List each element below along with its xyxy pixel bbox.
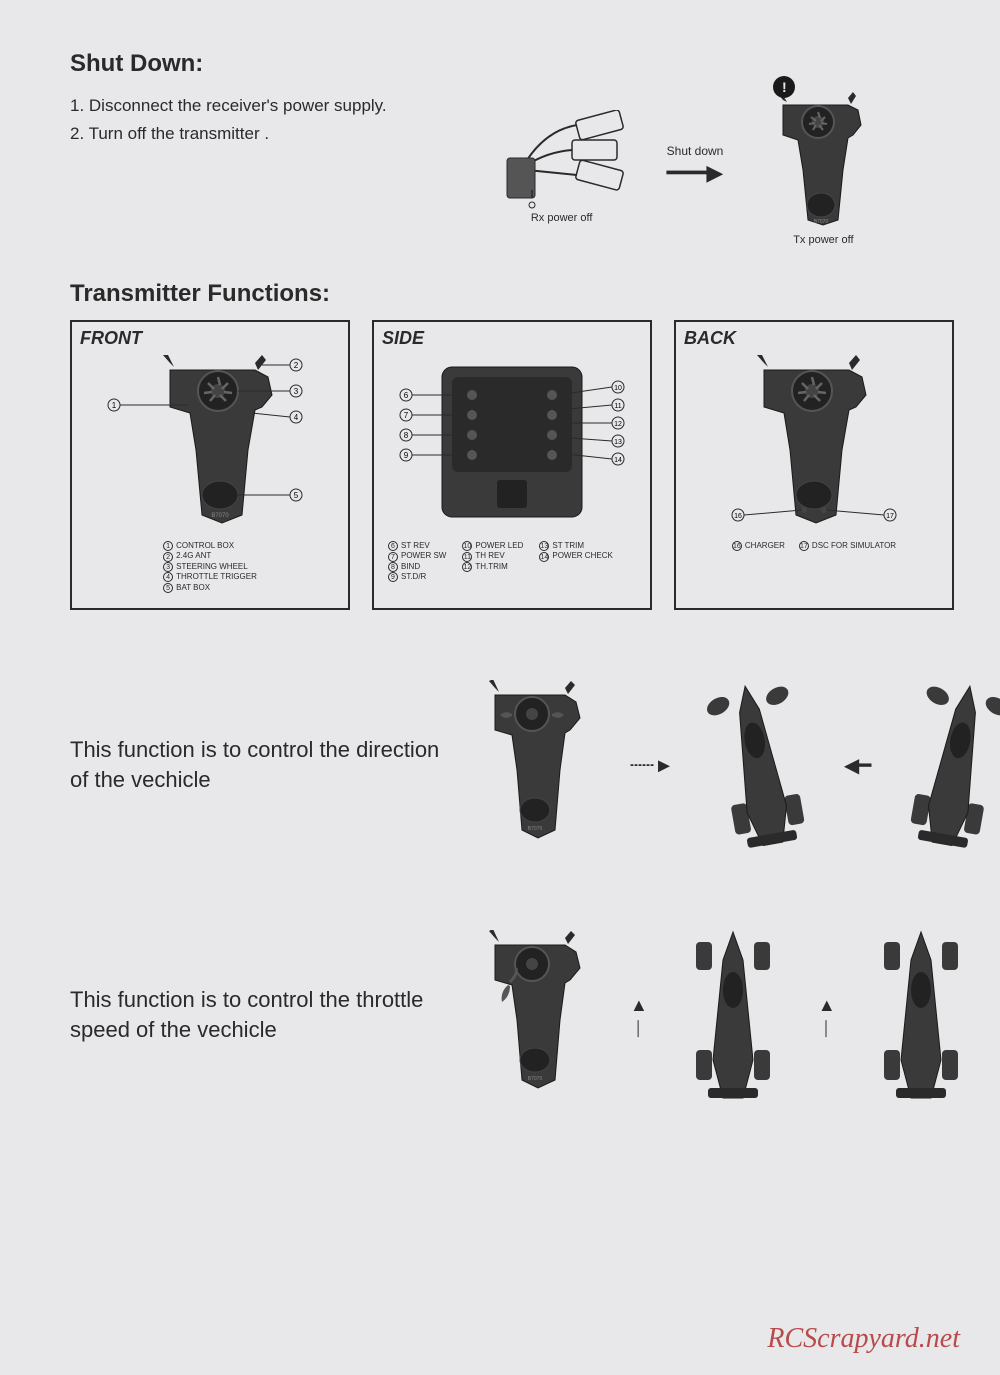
side-view-diagram: 6 7 8 9 10 11 12 13 14 (382, 355, 642, 535)
svg-text:B7070: B7070 (211, 513, 229, 519)
front-view-box: FRONT B7070 1 2 3 (70, 320, 350, 610)
legend-item: 11TH REV (462, 551, 523, 561)
svg-text:11: 11 (614, 403, 621, 410)
svg-text:9: 9 (404, 451, 409, 460)
svg-text:4: 4 (294, 413, 299, 422)
tx-power-off-label: Tx power off (753, 234, 893, 246)
shutdown-arrow-label: Shut down (667, 144, 724, 158)
arrow-up-icon: ▲ (818, 995, 836, 1016)
shutdown-steps: 1. Disconnect the receiver's power suppl… (70, 90, 450, 146)
legend-item: 6ST REV (388, 541, 446, 551)
shutdown-step-1: 1. Disconnect the receiver's power suppl… (70, 94, 450, 118)
transmitter-small-diagram: ! B7070 Tx power off (753, 90, 893, 240)
shutdown-arrow: Shut down ━━━▶ (667, 144, 724, 186)
legend-item: 17DSC FOR SIMULATOR (799, 541, 896, 551)
back-header: BACK (684, 328, 944, 349)
legend-item: 14POWER CHECK (539, 551, 612, 561)
shutdown-title: Shut Down: (70, 50, 930, 78)
car-top-left-icon (704, 670, 814, 860)
legend-item: 7POWER SW (388, 551, 446, 561)
car-top-right-icon (901, 670, 1000, 860)
legend-item: 16CHARGER (732, 541, 785, 551)
svg-text:12: 12 (614, 421, 622, 428)
svg-text:8: 8 (404, 431, 409, 440)
throttle-diagram: B7070 ▲ │ ▲ │ (470, 920, 976, 1110)
throttle-arrows-up: ▲ │ (630, 995, 648, 1036)
legend-item: 5BAT BOX (163, 583, 257, 593)
shutdown-row: 1. Disconnect the receiver's power suppl… (70, 90, 930, 240)
direction-function-section: This function is to control the directio… (70, 670, 930, 860)
side-header: SIDE (382, 328, 642, 349)
side-view-box: SIDE 6 7 8 9 10 11 (372, 320, 652, 610)
svg-text:B7070: B7070 (814, 219, 829, 225)
svg-text:7: 7 (404, 411, 409, 420)
transmitter-functions-section: Transmitter Functions: FRONT B7070 1 (70, 280, 930, 610)
transmitter-direction-icon: B7070 (470, 680, 600, 850)
svg-text:5: 5 (294, 491, 299, 500)
throttle-arrows-down: ▲ │ (818, 995, 836, 1036)
arrow-up-icon: ▲ (630, 995, 648, 1016)
shutdown-diagram: Rx power off Shut down ━━━▶ ! B7070 (450, 90, 930, 240)
svg-text:13: 13 (614, 439, 622, 446)
shutdown-step-2: 2. Turn off the transmitter . (70, 122, 450, 146)
svg-text:3: 3 (294, 387, 299, 396)
svg-text:14: 14 (614, 457, 622, 464)
legend-item: 10POWER LED (462, 541, 523, 551)
car-top-forward-icon (678, 920, 788, 1110)
front-legend: 1CONTROL BOX 22.4G ANT 3STEERING WHEEL 4… (80, 541, 340, 593)
svg-text:10: 10 (614, 385, 622, 392)
direction-text: This function is to control the directio… (70, 735, 440, 794)
views-row: FRONT B7070 1 2 3 (70, 320, 930, 610)
legend-item: 12TH.TRIM (462, 562, 523, 572)
front-header: FRONT (80, 328, 340, 349)
legend-item: 3STEERING WHEEL (163, 562, 257, 572)
svg-text:16: 16 (734, 513, 742, 520)
back-legend: 16CHARGER 17DSC FOR SIMULATOR (684, 541, 944, 551)
svg-text:1: 1 (112, 401, 117, 410)
side-legend: 6ST REV 7POWER SW 8BIND 9ST.D/R 10POWER … (382, 541, 642, 583)
legend-item: 4THROTTLE TRIGGER (163, 572, 257, 582)
rx-power-off-label: Rx power off (487, 212, 637, 224)
dashed-arrow-icon: ┄┄► (630, 753, 674, 778)
transmitter-title: Transmitter Functions: (70, 280, 930, 308)
arrow-right-icon: ━━━▶ (667, 160, 724, 186)
throttle-text: This function is to control the throttle… (70, 985, 440, 1044)
legend-item: 9ST.D/R (388, 572, 446, 582)
legend-item: 13ST TRIM (539, 541, 612, 551)
svg-text:6: 6 (404, 391, 409, 400)
front-view-diagram: B7070 1 2 3 4 5 (80, 355, 340, 535)
svg-text:2: 2 (294, 361, 299, 370)
direction-diagram: B7070 ┄┄► ◀━ (470, 670, 1000, 860)
shutdown-section: Shut Down: 1. Disconnect the receiver's … (70, 50, 930, 240)
legend-item: 22.4G ANT (163, 551, 257, 561)
legend-item: 8BIND (388, 562, 446, 572)
transmitter-throttle-icon: B7070 (470, 930, 600, 1100)
throttle-function-section: This function is to control the throttle… (70, 920, 930, 1110)
svg-text:B7070: B7070 (528, 826, 543, 832)
car-top-forward-icon-2 (866, 920, 976, 1110)
back-view-box: BACK 16 17 1 (674, 320, 954, 610)
watermark: RCScrapyard.net (767, 1323, 960, 1355)
legend-item: 1CONTROL BOX (163, 541, 257, 551)
svg-text:17: 17 (886, 513, 894, 520)
arrow-left-icon: ◀━ (844, 753, 871, 778)
receiver-diagram: Rx power off (487, 110, 637, 220)
svg-text:B7070: B7070 (528, 1076, 543, 1082)
back-view-diagram: 16 17 (684, 355, 944, 535)
